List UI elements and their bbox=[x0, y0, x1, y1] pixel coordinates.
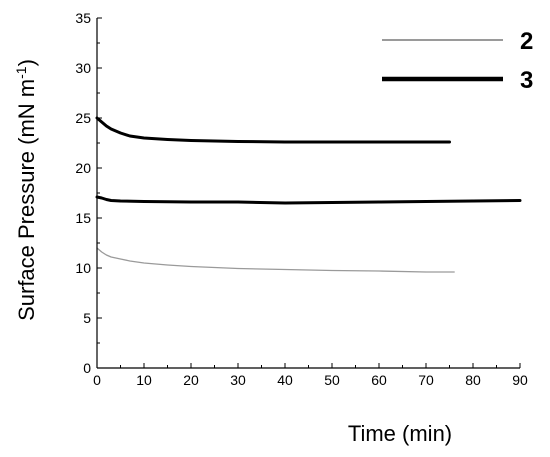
x-tick-label-20: 20 bbox=[183, 372, 199, 388]
x-tick-label-30: 30 bbox=[230, 372, 246, 388]
x-tick-label-90: 90 bbox=[512, 372, 528, 388]
legend-label-3: 3 bbox=[520, 67, 533, 94]
legend-label-2: 2 bbox=[520, 28, 533, 55]
x-tick-label-60: 60 bbox=[371, 372, 387, 388]
y-axis-title-main: Surface Pressure (mN m bbox=[14, 79, 39, 321]
x-axis-ticks: 0 10 20 30 40 50 60 70 80 90 bbox=[93, 363, 528, 388]
x-tick-label-80: 80 bbox=[465, 372, 481, 388]
y-tick-label-0: 0 bbox=[83, 360, 91, 376]
series-line-unlabeled-2 bbox=[95, 195, 522, 205]
x-tick-label-10: 10 bbox=[136, 372, 152, 388]
x-tick-label-50: 50 bbox=[324, 372, 340, 388]
series-line-3 bbox=[95, 116, 451, 144]
y-tick-label-20: 20 bbox=[75, 160, 91, 176]
y-tick-label-15: 15 bbox=[75, 210, 91, 226]
legend: 23 bbox=[382, 28, 533, 94]
y-axis-title: Surface Pressure (mN m-1) bbox=[13, 59, 39, 321]
y-tick-label-35: 35 bbox=[75, 10, 91, 26]
y-axis-title-end: ) bbox=[14, 59, 39, 66]
x-tick-label-40: 40 bbox=[277, 372, 293, 388]
y-axis-title-superscript: -1 bbox=[13, 66, 29, 79]
x-axis-title: Time (min) bbox=[348, 421, 452, 446]
y-tick-label-5: 5 bbox=[83, 310, 91, 326]
x-tick-label-70: 70 bbox=[418, 372, 434, 388]
x-tick-label-0: 0 bbox=[93, 372, 101, 388]
y-tick-label-25: 25 bbox=[75, 110, 91, 126]
y-tick-label-30: 30 bbox=[75, 60, 91, 76]
y-tick-label-10: 10 bbox=[75, 260, 91, 276]
y-axis-ticks: 0 5 10 15 20 25 30 35 bbox=[75, 10, 102, 376]
series-line-2 bbox=[96, 247, 455, 273]
plot-lines bbox=[95, 116, 522, 273]
